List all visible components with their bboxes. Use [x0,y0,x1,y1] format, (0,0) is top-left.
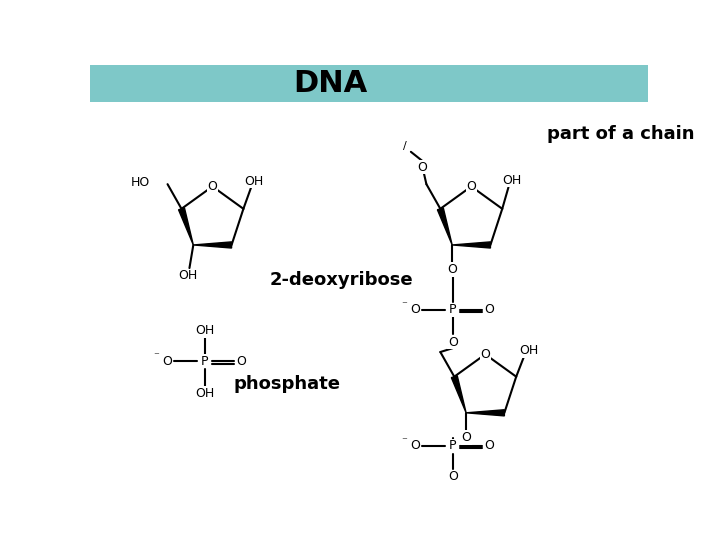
Text: O: O [447,263,457,276]
Text: ⁻: ⁻ [402,300,408,310]
Text: O: O [462,431,471,444]
Text: P: P [201,355,209,368]
Text: /: / [402,140,407,151]
Text: P: P [449,440,456,453]
Polygon shape [451,376,466,413]
Text: OH: OH [519,344,539,357]
Text: OH: OH [179,269,197,282]
Polygon shape [179,208,193,245]
Text: ⁻: ⁻ [402,436,408,447]
Polygon shape [437,208,452,245]
Text: 2-deoxyribose: 2-deoxyribose [270,272,413,289]
Text: O: O [207,180,217,193]
Text: OH: OH [195,387,215,400]
Text: O: O [410,440,420,453]
Text: O: O [448,335,458,348]
Text: O: O [236,355,246,368]
Text: DNA: DNA [293,69,367,98]
Text: HO: HO [131,176,150,189]
Text: O: O [410,303,420,316]
Polygon shape [452,242,490,248]
Text: O: O [418,161,428,174]
Text: phosphate: phosphate [233,375,341,393]
Text: part of a chain: part of a chain [547,125,695,143]
Text: OH: OH [245,174,264,187]
Text: ⁻: ⁻ [153,352,160,362]
Text: OH: OH [502,174,521,187]
Text: OH: OH [195,324,215,337]
Polygon shape [193,242,232,248]
Text: P: P [449,303,456,316]
Text: O: O [484,440,494,453]
Text: O: O [480,348,490,361]
Text: O: O [448,470,458,483]
Text: O: O [162,355,171,368]
FancyBboxPatch shape [90,65,648,102]
Text: O: O [467,180,476,193]
Text: O: O [484,303,494,316]
Polygon shape [466,410,505,416]
